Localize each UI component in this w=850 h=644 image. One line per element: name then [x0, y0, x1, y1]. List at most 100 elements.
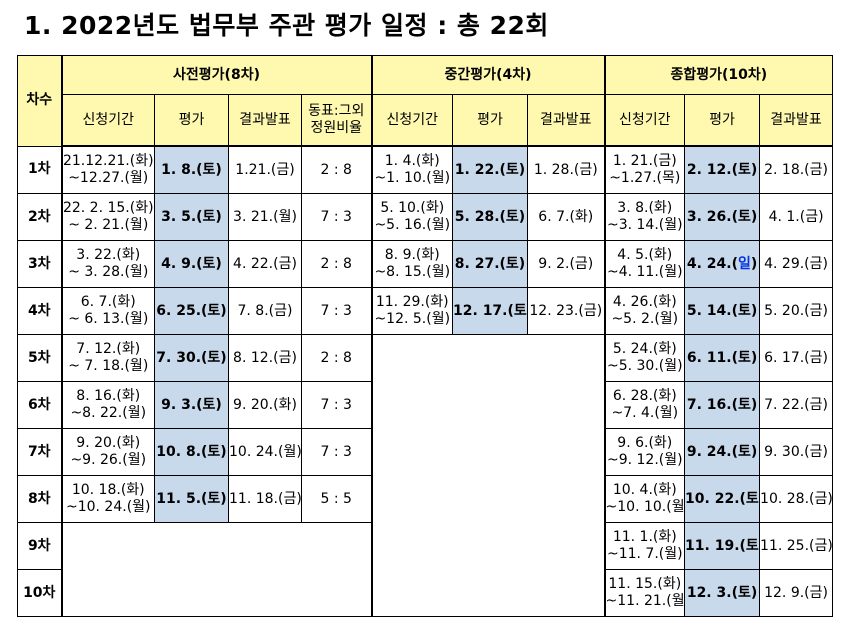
apply-end: ~12.27.(월) — [68, 170, 149, 186]
table-row: 1차 21.12.21.(화) ~12.27.(월) 1. 8.(토) 1.21.… — [17, 145, 834, 194]
final-apply-cell: 5. 24.(화) ~5. 30.(월) — [603, 334, 686, 382]
table-row: 5차 7. 12.(화) ~ 7. 18.(월) 7. 30.(토) 8. 12.… — [17, 334, 834, 617]
round-cell: 9차 — [17, 522, 62, 570]
pre-ratio-cell: 2 : 8 — [300, 145, 373, 194]
mid-apply-cell: 8. 9.(화) ~8. 15.(월) — [370, 240, 454, 288]
exam-date: 4. 24.( — [686, 255, 738, 272]
apply-end: ~3. 14.(월) — [606, 217, 683, 233]
final-apply-cell: 1. 21.(금) ~1.27.(목) — [603, 145, 686, 194]
final-apply-cell: 10. 4.(화) ~10. 10.(월) — [603, 475, 686, 523]
apply-start: 4. 26.(화) — [612, 294, 677, 310]
final-eval-header: 종합평가(10차) — [603, 55, 834, 95]
apply-start: 5. 10.(화) — [380, 200, 445, 216]
apply-start: 1. 21.(금) — [612, 153, 677, 169]
round-cell: 5차 — [17, 334, 62, 382]
apply-start: 6. 28.(화) — [612, 388, 677, 404]
pre-apply-cell: 6. 7.(화) ~ 6. 13.(월) — [60, 287, 155, 335]
mid-exam-header: 평가 — [452, 94, 529, 147]
apply-end: ~10. 24.(월) — [65, 499, 151, 515]
final-apply-cell: 3. 8.(화) ~3. 14.(월) — [603, 193, 686, 241]
apply-end: ~9. 12.(월) — [606, 452, 683, 468]
round-cell: 6차 — [17, 381, 62, 429]
table-row: 10차 11. 15.(화) ~11. 21.(월) 12. 3.(토) 12. … — [17, 569, 834, 617]
round-header: 차수 — [17, 55, 62, 147]
mid-eval-empty-area — [370, 334, 606, 617]
final-result-cell: 4. 1.(금) — [759, 193, 834, 241]
final-exam-cell: 11. 19.(토) — [684, 522, 761, 570]
apply-start: 8. 16.(화) — [76, 388, 141, 404]
pre-result-cell: 3. 21.(월) — [228, 193, 302, 241]
mid-apply-cell: 5. 10.(화) ~5. 16.(월) — [370, 193, 454, 241]
apply-start: 11. 1.(화) — [612, 529, 677, 545]
apply-start: 21.12.21.(화) — [62, 153, 154, 169]
exam-close-paren: ) — [750, 255, 758, 272]
apply-end: ~10. 10.(월) — [605, 499, 685, 515]
apply-end: ~ 3. 28.(월) — [68, 264, 149, 280]
final-apply-cell: 11. 1.(화) ~11. 7.(월) — [603, 522, 686, 570]
final-result-cell: 9. 30.(금) — [759, 428, 834, 476]
final-result-cell: 10. 28.(금) — [759, 475, 834, 523]
final-exam-cell: 7. 16.(토) — [684, 381, 761, 429]
final-exam-cell: 12. 3.(토) — [684, 569, 761, 617]
final-result-cell: 11. 25.(금) — [759, 522, 834, 570]
apply-end: ~1. 10.(월) — [374, 170, 451, 186]
pre-exam-cell: 6. 25.(토) — [154, 287, 229, 335]
apply-end: ~ 6. 13.(월) — [68, 311, 149, 327]
pre-apply-cell: 9. 20.(화) ~9. 26.(월) — [60, 428, 155, 476]
round-cell: 1차 — [17, 145, 62, 194]
table-row: 2차 22. 2. 15.(화) ~ 2. 21.(월) 3. 5.(토) 3. … — [17, 193, 834, 241]
apply-end: ~8. 22.(월) — [70, 405, 147, 421]
pre-apply-cell: 22. 2. 15.(화) ~ 2. 21.(월) — [60, 193, 155, 241]
apply-start: 22. 2. 15.(화) — [62, 200, 154, 216]
pre-ratio-header: 동표:그외 정원비율 — [300, 94, 373, 147]
final-result-header: 결과발표 — [759, 94, 834, 147]
apply-end: ~5. 30.(월) — [606, 358, 683, 374]
final-apply-cell: 6. 28.(화) ~7. 4.(월) — [603, 381, 686, 429]
apply-start: 1. 4.(화) — [384, 153, 440, 169]
apply-end: ~ 7. 18.(월) — [68, 358, 149, 374]
apply-start: 9. 20.(화) — [76, 435, 141, 451]
mid-exam-cell: 5. 28.(토) — [452, 193, 529, 241]
final-exam-cell: 3. 26.(토) — [684, 193, 761, 241]
pre-apply-cell: 10. 18.(화) ~10. 24.(월) — [60, 475, 155, 523]
pre-ratio-cell: 7 : 3 — [300, 193, 373, 241]
final-exam-header: 평가 — [684, 94, 761, 147]
pre-exam-cell: 10. 8.(토) — [154, 428, 229, 476]
apply-end: ~8. 15.(월) — [374, 264, 451, 280]
apply-end: ~11. 21.(월) — [605, 593, 685, 609]
pre-result-cell: 4. 22.(금) — [228, 240, 302, 288]
mid-result-cell: 12. 23.(금) — [527, 287, 606, 335]
final-exam-cell: 2. 12.(토) — [684, 145, 761, 194]
ratio-header-line1: 동표:그외 — [308, 103, 365, 119]
mid-exam-cell: 12. 17.(토) — [452, 287, 529, 335]
page-title: 1. 2022년도 법무부 주관 평가 일정 : 총 22회 — [24, 11, 549, 40]
pre-exam-cell: 9. 3.(토) — [154, 381, 229, 429]
pre-result-cell: 10. 24.(월) — [228, 428, 302, 476]
round-cell: 10차 — [17, 569, 62, 617]
apply-end: ~9. 26.(월) — [70, 452, 147, 468]
mid-result-cell: 6. 7.(화) — [527, 193, 606, 241]
pre-apply-cell: 3. 22.(화) ~ 3. 28.(월) — [60, 240, 155, 288]
pre-exam-cell: 4. 9.(토) — [154, 240, 229, 288]
apply-end: ~ 2. 21.(월) — [68, 217, 149, 233]
apply-start: 4. 5.(화) — [617, 247, 673, 263]
apply-end: ~5. 16.(월) — [374, 217, 451, 233]
apply-start: 6. 7.(화) — [80, 294, 136, 310]
pre-result-cell: 7. 8.(금) — [228, 287, 302, 335]
apply-start: 8. 9.(화) — [384, 247, 440, 263]
table-row: 9차 11. 1.(화) ~11. 7.(월) 11. 19.(토) 11. 25… — [17, 522, 834, 617]
apply-start: 7. 12.(화) — [76, 341, 141, 357]
header-row-columns: 신청기간 평가 결과발표 동표:그외 정원비율 신청기간 평가 결과발표 신청기… — [18, 94, 834, 147]
round-cell: 2차 — [17, 193, 62, 241]
final-result-cell: 6. 17.(금) — [759, 334, 834, 382]
mid-apply-cell: 1. 4.(화) ~1. 10.(월) — [370, 145, 454, 194]
pre-apply-cell: 8. 16.(화) ~8. 22.(월) — [60, 381, 155, 429]
pre-apply-cell: 21.12.21.(화) ~12.27.(월) — [60, 145, 155, 194]
apply-start: 3. 22.(화) — [76, 247, 141, 263]
round-cell: 3차 — [17, 240, 62, 288]
schedule-table: 차수 사전평가(8차) 중간평가(4차) 종합평가(10차) 신청기간 평가 결… — [17, 55, 834, 617]
pre-ratio-cell: 7 : 3 — [300, 381, 373, 429]
pre-result-header: 결과발표 — [228, 94, 302, 147]
pre-ratio-cell: 2 : 8 — [300, 334, 373, 382]
mid-result-cell: 1. 28.(금) — [527, 145, 606, 194]
